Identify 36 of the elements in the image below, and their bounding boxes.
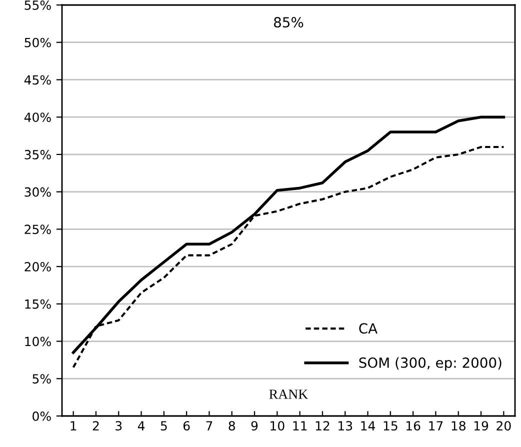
x-tick-label: 6	[183, 421, 190, 431]
y-tick-label: 5%	[32, 374, 51, 384]
x-tick-label: 18	[452, 421, 466, 431]
y-tick-label: 25%	[24, 224, 51, 234]
y-tick-label: 20%	[24, 262, 51, 272]
y-tick-label: 10%	[25, 336, 51, 346]
x-tick-label: 16	[406, 421, 420, 431]
annotation: RANK	[269, 390, 308, 399]
x-tick-label: 12	[316, 421, 330, 430]
legend-label: CA	[359, 323, 378, 334]
x-tick-label: 20	[496, 421, 511, 431]
x-tick-label: 1	[70, 421, 76, 430]
y-tick-label: 40%	[24, 112, 51, 122]
x-tick-label: 13	[338, 421, 352, 431]
y-tick-label: 35%	[24, 150, 51, 160]
legend-label: SOM (300, ep: 2000)	[359, 357, 502, 371]
x-tick-label: 3	[116, 421, 122, 431]
x-tick-label: 9	[251, 421, 258, 431]
y-tick-label: 15%	[25, 299, 51, 309]
x-tick-label: 17	[429, 421, 443, 430]
x-tick-label: 19	[474, 421, 488, 431]
y-tick-label: 45%	[24, 75, 51, 85]
x-tick-label: 4	[138, 421, 145, 430]
x-tick-label: 11	[293, 421, 307, 430]
y-tick-label: 0%	[32, 411, 51, 421]
x-tick-label: 5	[160, 421, 167, 431]
x-tick-label: 14	[361, 421, 376, 430]
x-tick-label: 7	[206, 421, 212, 430]
y-tick-label: 30%	[24, 187, 51, 197]
x-tick-label: 10	[270, 421, 284, 431]
y-tick-label: 55%	[24, 0, 51, 10]
x-tick-label: 15	[384, 421, 398, 431]
annotation: 85%	[274, 17, 304, 28]
x-tick-label: 2	[92, 421, 99, 430]
x-tick-label: 8	[228, 421, 235, 431]
y-tick-label: 50%	[24, 38, 51, 48]
